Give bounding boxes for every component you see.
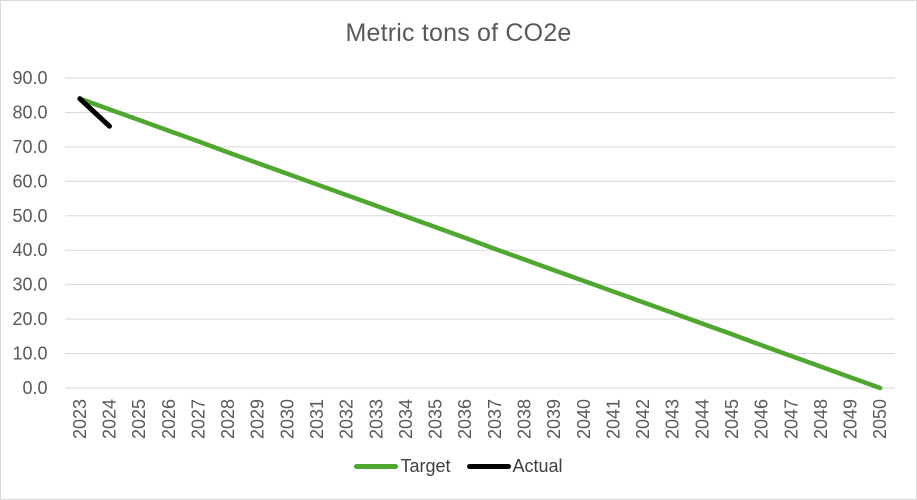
x-axis-tick-label: 2032 <box>337 399 357 439</box>
y-axis-tick-label: 50.0 <box>12 206 47 226</box>
x-axis-tick-label: 2031 <box>307 399 327 439</box>
x-axis-tick-label: 2038 <box>514 399 534 439</box>
x-axis-tick-label: 2028 <box>218 399 238 439</box>
x-axis-tick-label: 2024 <box>99 399 119 439</box>
x-axis-tick-label: 2037 <box>485 399 505 439</box>
legend-item-actual: Actual <box>466 456 563 477</box>
chart-title: Metric tons of CO2e <box>345 19 572 47</box>
y-axis-tick-label: 30.0 <box>12 275 47 295</box>
x-axis-tick-label: 2041 <box>603 399 623 439</box>
x-axis-tick-label: 2034 <box>396 399 416 439</box>
x-axis-tick-label: 2029 <box>248 399 268 439</box>
target-line-swatch <box>354 464 399 469</box>
x-axis-tick-label: 2033 <box>366 399 386 439</box>
y-axis-tick-label: 10.0 <box>12 344 47 364</box>
x-axis-tick-label: 2030 <box>277 399 297 439</box>
legend-item-target: Target <box>354 456 451 477</box>
x-axis-tick-label: 2040 <box>574 399 594 439</box>
series-line-target <box>77 96 883 391</box>
legend: Target Actual <box>1 456 916 477</box>
y-axis-tick-label: 60.0 <box>12 171 47 191</box>
x-axis-tick-label: 2047 <box>781 399 801 439</box>
actual-line-swatch <box>466 464 511 469</box>
x-axis-tick-label: 2048 <box>811 399 831 439</box>
y-axis-tick-label: 40.0 <box>12 240 47 260</box>
x-axis-tick-label: 2025 <box>129 399 149 439</box>
x-axis-tick-label: 2043 <box>663 399 683 439</box>
y-axis-tick-label: 90.0 <box>12 68 47 88</box>
legend-label-actual: Actual <box>512 456 563 476</box>
x-axis-tick-label: 2044 <box>692 399 712 439</box>
x-axis-tick-label: 2036 <box>455 399 475 439</box>
x-axis-tick-label: 2023 <box>70 399 90 439</box>
y-axis-tick-label: 0.0 <box>22 378 47 398</box>
x-axis-tick-label: 2035 <box>426 399 446 439</box>
y-axis-tick-label: 80.0 <box>12 102 47 122</box>
x-axis-tick-label: 2027 <box>188 399 208 439</box>
x-axis-tick-label: 2039 <box>544 399 564 439</box>
legend-label-target: Target <box>400 456 451 476</box>
x-axis-tick-label: 2049 <box>841 399 861 439</box>
x-axis-tick-label: 2046 <box>752 399 772 439</box>
series-line-actual <box>77 96 112 129</box>
x-axis-tick-label: 2045 <box>722 399 742 439</box>
x-axis-tick-label: 2026 <box>159 399 179 439</box>
y-axis-tick-label: 70.0 <box>12 137 47 157</box>
y-axis-tick-label: 20.0 <box>12 309 47 329</box>
x-axis-tick-label: 2042 <box>633 399 653 439</box>
x-axis-tick-label: 2050 <box>870 399 890 439</box>
